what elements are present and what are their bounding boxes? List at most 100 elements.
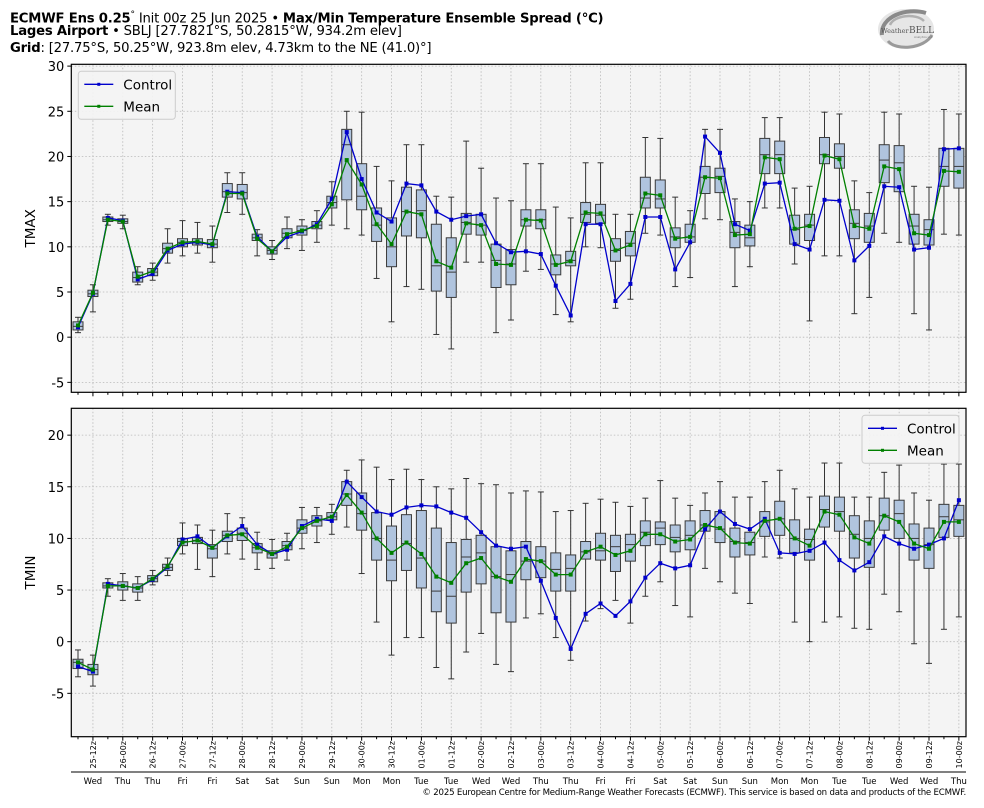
mean-point xyxy=(643,532,648,537)
box-51 xyxy=(833,113,845,257)
control-point xyxy=(434,209,439,214)
mean-point xyxy=(344,158,349,163)
control-point xyxy=(568,313,573,318)
control-point xyxy=(494,241,499,246)
control-point xyxy=(897,185,902,190)
y-tick-label: 10 xyxy=(48,241,65,256)
degree-symbol: ° xyxy=(130,10,136,20)
box-iqr xyxy=(669,524,681,553)
title-line-3: Grid: [27.75°S, 50.25°W, 923.8m elev, 4.… xyxy=(10,41,432,57)
mean-point xyxy=(777,157,782,162)
mean-point xyxy=(225,533,230,538)
y-tick-label: 25 xyxy=(48,105,65,120)
control-point xyxy=(941,147,946,152)
mean-point xyxy=(270,551,275,556)
mean-point xyxy=(837,512,842,517)
x-tick-label: 30-12z xyxy=(388,741,397,768)
box-37 xyxy=(624,505,636,624)
mean-point xyxy=(732,233,737,238)
x-tick-label: 04-12z xyxy=(626,741,635,768)
box-iqr xyxy=(356,163,368,211)
mean-point xyxy=(673,236,678,241)
day-label: Tue xyxy=(413,777,429,787)
day-label: Fri xyxy=(595,777,605,787)
control-point xyxy=(76,664,80,669)
control-point xyxy=(150,271,155,276)
day-label: Thu xyxy=(950,777,967,787)
mean-point xyxy=(523,217,528,222)
control-point xyxy=(508,250,513,255)
day-label: Sat xyxy=(683,777,698,787)
y-tick-label: 0 xyxy=(56,636,64,651)
control-point xyxy=(912,247,917,252)
x-tick-label: 05-00z xyxy=(656,741,665,768)
box-26 xyxy=(460,478,472,653)
mean-point xyxy=(180,240,185,245)
control-point xyxy=(105,581,110,586)
mean-point xyxy=(329,514,334,519)
mean-point xyxy=(703,522,708,527)
mean-point xyxy=(538,218,543,223)
day-label: Sun xyxy=(712,777,728,787)
mean-point xyxy=(299,228,304,233)
box-58 xyxy=(938,108,950,235)
mean-point xyxy=(255,545,260,550)
logo-text-analytics: Analytics LLC xyxy=(914,35,933,39)
mean-point xyxy=(270,249,275,254)
control-point xyxy=(867,560,872,565)
mean-point xyxy=(285,544,290,549)
mean-point xyxy=(941,168,946,173)
box-9 xyxy=(206,529,218,578)
day-label: Thu xyxy=(562,777,579,787)
mean-point xyxy=(419,551,424,556)
control-point xyxy=(762,181,767,186)
mean-point xyxy=(523,557,528,562)
box-56 xyxy=(908,185,920,315)
mean-point xyxy=(240,191,245,196)
control-point xyxy=(792,242,797,247)
control-point xyxy=(613,299,618,304)
control-point xyxy=(449,510,454,515)
control-point xyxy=(717,150,722,155)
mean-point xyxy=(389,550,394,555)
control-line xyxy=(77,480,960,673)
control-point xyxy=(583,222,588,227)
control-point xyxy=(464,214,469,219)
mean-point xyxy=(225,191,230,196)
mean-point xyxy=(628,548,633,553)
box-iqr xyxy=(505,550,517,623)
box-19 xyxy=(356,111,368,236)
control-point xyxy=(404,505,409,510)
control-point xyxy=(912,546,917,551)
legend-box xyxy=(77,70,176,120)
control-point xyxy=(658,215,663,220)
mean-point xyxy=(792,536,797,541)
legend-label-control: Control xyxy=(907,421,956,437)
box-iqr xyxy=(699,510,711,532)
mean-point xyxy=(76,323,80,328)
mean-point xyxy=(658,193,663,198)
legend-marker-control xyxy=(881,426,884,430)
mean-point xyxy=(464,561,469,566)
control-point xyxy=(538,578,543,583)
y-tick-label: 15 xyxy=(48,481,65,496)
control-point xyxy=(479,212,484,217)
control-point xyxy=(553,283,558,288)
legend-entry-mean: Mean xyxy=(868,443,944,459)
mean-point xyxy=(314,224,319,229)
plot-area xyxy=(71,408,967,737)
mean-point xyxy=(105,583,110,588)
mean-point xyxy=(956,519,961,524)
mean-point xyxy=(374,536,379,541)
box-iqr xyxy=(430,223,442,292)
mean-point xyxy=(508,262,513,267)
control-point xyxy=(732,222,737,227)
box-iqr xyxy=(550,552,562,592)
x-tick-label: 08-00z xyxy=(835,741,844,768)
mean-point xyxy=(359,510,364,515)
mean-point xyxy=(598,211,603,216)
y-tick-label: 20 xyxy=(48,429,65,444)
control-point xyxy=(732,521,737,526)
chart-title: Max/Min Temperature Ensemble Spread (°C) xyxy=(282,11,604,27)
day-label: Mon xyxy=(771,777,789,787)
